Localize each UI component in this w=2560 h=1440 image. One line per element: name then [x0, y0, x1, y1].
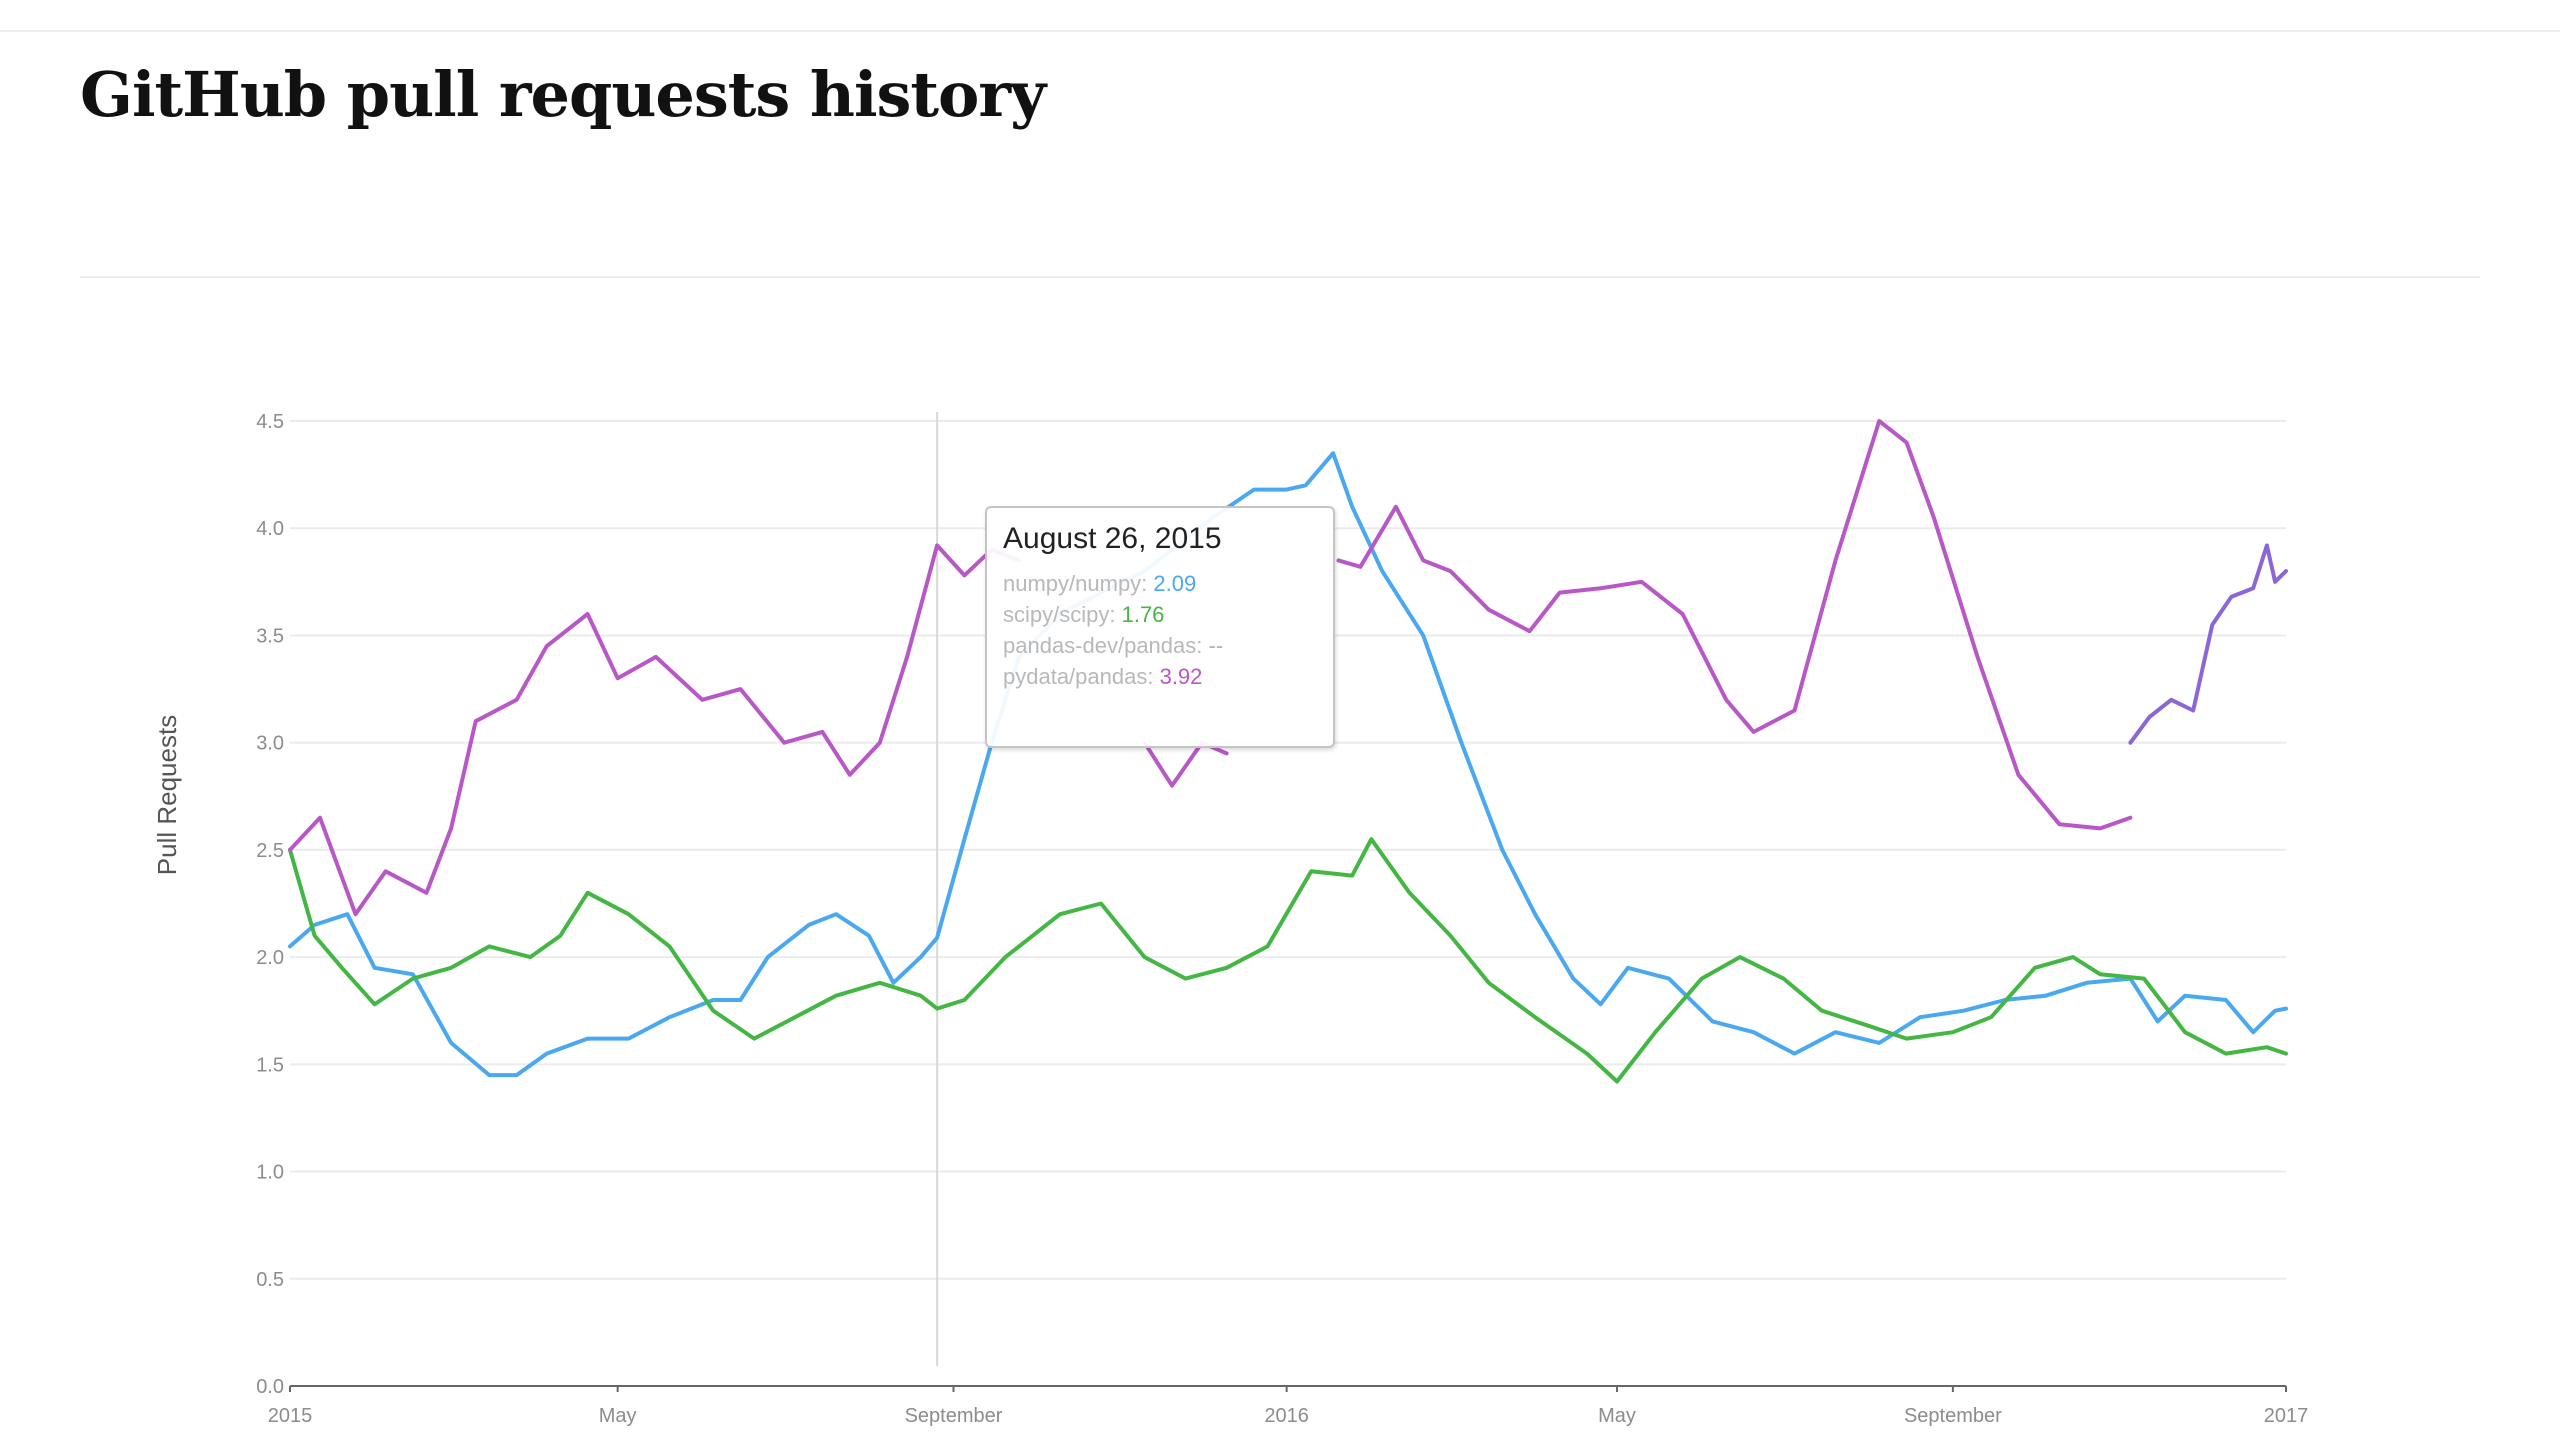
series-line-pandas-dev-pandas — [2128, 543, 2288, 745]
x-tick-label: September — [1904, 1405, 2002, 1427]
y-tick-label: 1.0 — [256, 1162, 284, 1184]
chart-axes: 0.0 0.5 1.0 1.5 2.0 2.5 3.0 3.5 4.0 4.5 2015 May Sep… — [256, 411, 2308, 1427]
hover-tooltip: August 26, 2015 numpy/numpy: 2.09 scipy/s… — [985, 506, 1335, 748]
y-tick-label: 4.0 — [256, 518, 284, 540]
tooltip-row: numpy/numpy: 2.09 — [1003, 568, 1317, 599]
tooltip-row-label: numpy/numpy: — [1003, 571, 1148, 596]
y-tick-label: 2.0 — [256, 947, 284, 969]
tooltip-rows: numpy/numpy: 2.09 scipy/scipy: 1.76 pandas… — [1003, 568, 1317, 692]
y-tick-label: 0.5 — [256, 1269, 284, 1291]
page-title: GitHub pull requests history — [80, 58, 1046, 131]
tooltip-row-value: -- — [1202, 633, 1224, 658]
series-line-pydata-pandas — [1142, 740, 1229, 788]
y-tick-label: 1.5 — [256, 1054, 284, 1076]
y-tick-label: 3.5 — [256, 625, 284, 647]
chart-series — [288, 419, 2288, 1084]
series-line-pydata-pandas — [288, 543, 1021, 917]
tooltip-row-value: 1.76 — [1115, 602, 1165, 627]
y-tick-label: 4.5 — [256, 411, 284, 433]
x-tick-label: 2016 — [1264, 1405, 1309, 1427]
tooltip-row-label: scipy/scipy: — [1003, 602, 1116, 627]
series-line-scipy-scipy — [288, 837, 2288, 1084]
tooltip-row-value: 2.09 — [1147, 571, 1197, 596]
tooltip-row: pandas-dev/pandas: -- — [1003, 630, 1317, 661]
tooltip-row-label: pandas-dev/pandas: — [1003, 633, 1203, 658]
x-tick-label: September — [905, 1405, 1003, 1427]
y-axis-label: Pull Requests — [152, 715, 182, 875]
x-tick-label: 2017 — [2264, 1405, 2309, 1427]
x-tick-label: 2015 — [268, 1405, 313, 1427]
tooltip-row: scipy/scipy: 1.76 — [1003, 599, 1317, 630]
top-divider — [0, 30, 2560, 32]
tooltip-date: August 26, 2015 — [1003, 522, 1222, 555]
x-tick-label: May — [1598, 1405, 1636, 1427]
series-line-numpy-numpy — [288, 451, 2288, 1078]
y-tick-label: 2.5 — [256, 840, 284, 862]
y-tick-label: 3.0 — [256, 733, 284, 755]
tooltip-row-value: 3.92 — [1153, 664, 1203, 689]
y-tick-label: 0.0 — [256, 1376, 284, 1398]
tooltip-row-label: pydata/pandas: — [1003, 664, 1154, 689]
series-line-pydata-pandas — [1336, 419, 2133, 831]
x-tick-label: May — [599, 1405, 637, 1427]
tooltip-row: pydata/pandas: 3.92 — [1003, 661, 1317, 692]
section-divider — [80, 276, 2480, 278]
